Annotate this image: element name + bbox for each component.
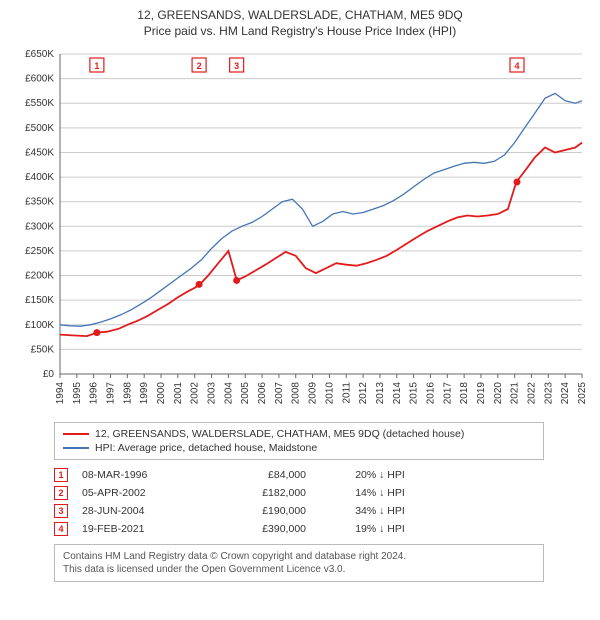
transaction-marker: 4 [54, 522, 68, 536]
transaction-date: 05-APR-2002 [82, 487, 192, 499]
svg-text:4: 4 [514, 61, 519, 71]
svg-text:2000: 2000 [156, 382, 167, 405]
svg-text:£300K: £300K [25, 221, 54, 232]
svg-text:£550K: £550K [25, 98, 54, 109]
svg-text:1997: 1997 [106, 382, 117, 405]
svg-text:2019: 2019 [476, 382, 487, 405]
transaction-delta: 34% ↓ HPI [320, 505, 440, 517]
attribution-footer: Contains HM Land Registry data © Crown c… [54, 544, 544, 582]
svg-text:2002: 2002 [190, 382, 201, 405]
svg-text:2008: 2008 [291, 382, 302, 405]
transaction-row: 3 28-JUN-2004 £190,000 34% ↓ HPI [54, 502, 544, 520]
transaction-date: 08-MAR-1996 [82, 469, 192, 481]
svg-text:1999: 1999 [139, 382, 150, 405]
transaction-row: 2 05-APR-2002 £182,000 14% ↓ HPI [54, 484, 544, 502]
legend-item-hpi: HPI: Average price, detached house, Maid… [63, 441, 535, 455]
legend-label: HPI: Average price, detached house, Maid… [95, 442, 317, 454]
legend-item-property: 12, GREENSANDS, WALDERSLADE, CHATHAM, ME… [63, 427, 535, 441]
svg-text:2018: 2018 [459, 382, 470, 405]
svg-text:£500K: £500K [25, 123, 54, 134]
title-address: 12, GREENSANDS, WALDERSLADE, CHATHAM, ME… [10, 8, 590, 22]
svg-text:£350K: £350K [25, 197, 54, 208]
svg-text:1996: 1996 [89, 382, 100, 405]
svg-text:2007: 2007 [274, 382, 285, 405]
legend-swatch [63, 433, 89, 435]
svg-text:2004: 2004 [223, 382, 234, 405]
svg-text:2016: 2016 [425, 382, 436, 405]
svg-text:2009: 2009 [308, 382, 319, 405]
title-subtitle: Price paid vs. HM Land Registry's House … [10, 24, 590, 38]
transaction-delta: 20% ↓ HPI [320, 469, 440, 481]
svg-text:2012: 2012 [358, 382, 369, 405]
svg-text:2005: 2005 [240, 382, 251, 405]
svg-text:2021: 2021 [510, 382, 521, 405]
svg-text:2003: 2003 [207, 382, 218, 405]
chart-area: £0 £50K £100K £150K £200K £250K £300K £350K £400… [10, 44, 590, 414]
transactions-table: 1 08-MAR-1996 £84,000 20% ↓ HPI 2 05-APR-2002… [54, 466, 544, 538]
line-chart: £0 £50K £100K £150K £200K £250K £300K £350K £400… [10, 44, 590, 414]
transaction-row: 1 08-MAR-1996 £84,000 20% ↓ HPI [54, 466, 544, 484]
svg-text:2022: 2022 [526, 382, 537, 405]
svg-text:3: 3 [234, 61, 239, 71]
svg-text:1998: 1998 [122, 382, 133, 405]
svg-text:2010: 2010 [324, 382, 335, 405]
svg-text:£50K: £50K [31, 344, 55, 355]
svg-text:1995: 1995 [72, 382, 83, 405]
svg-text:2024: 2024 [560, 382, 571, 405]
svg-text:£400K: £400K [25, 172, 54, 183]
legend-swatch [63, 447, 89, 449]
transaction-price: £84,000 [206, 469, 306, 481]
transaction-delta: 19% ↓ HPI [320, 523, 440, 535]
svg-text:1: 1 [94, 61, 99, 71]
transaction-price: £182,000 [206, 487, 306, 499]
transaction-price: £190,000 [206, 505, 306, 517]
svg-text:£150K: £150K [25, 295, 54, 306]
svg-text:2015: 2015 [409, 382, 420, 405]
transaction-row: 4 19-FEB-2021 £390,000 19% ↓ HPI [54, 520, 544, 538]
footer-line: Contains HM Land Registry data © Crown c… [63, 550, 535, 563]
transaction-marker: 3 [54, 504, 68, 518]
footer-line: This data is licensed under the Open Gov… [63, 563, 535, 576]
transaction-marker: 1 [54, 468, 68, 482]
legend: 12, GREENSANDS, WALDERSLADE, CHATHAM, ME… [54, 422, 544, 460]
transaction-delta: 14% ↓ HPI [320, 487, 440, 499]
svg-text:2020: 2020 [493, 382, 504, 405]
svg-text:£600K: £600K [25, 74, 54, 85]
svg-text:2025: 2025 [577, 382, 588, 405]
svg-text:2: 2 [197, 61, 202, 71]
svg-text:£0: £0 [43, 369, 55, 380]
transaction-date: 28-JUN-2004 [82, 505, 192, 517]
svg-text:2014: 2014 [392, 382, 403, 405]
svg-text:2011: 2011 [341, 382, 352, 404]
svg-text:2006: 2006 [257, 382, 268, 405]
svg-text:£250K: £250K [25, 246, 54, 257]
svg-text:£450K: £450K [25, 147, 54, 158]
transaction-price: £390,000 [206, 523, 306, 535]
svg-text:2017: 2017 [442, 382, 453, 405]
legend-label: 12, GREENSANDS, WALDERSLADE, CHATHAM, ME… [95, 428, 464, 440]
svg-text:£200K: £200K [25, 271, 54, 282]
svg-text:1994: 1994 [55, 382, 66, 405]
svg-text:£650K: £650K [25, 49, 54, 60]
svg-text:2013: 2013 [375, 382, 386, 405]
transaction-date: 19-FEB-2021 [82, 523, 192, 535]
svg-text:£100K: £100K [25, 320, 54, 331]
transaction-marker: 2 [54, 486, 68, 500]
page-root: 12, GREENSANDS, WALDERSLADE, CHATHAM, ME… [0, 0, 600, 588]
svg-text:2023: 2023 [543, 382, 554, 405]
svg-text:2001: 2001 [173, 382, 184, 405]
